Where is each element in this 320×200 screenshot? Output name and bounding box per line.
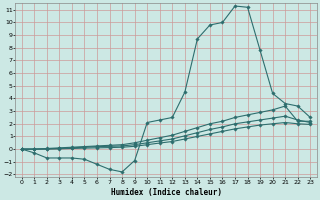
X-axis label: Humidex (Indice chaleur): Humidex (Indice chaleur) <box>110 188 221 197</box>
